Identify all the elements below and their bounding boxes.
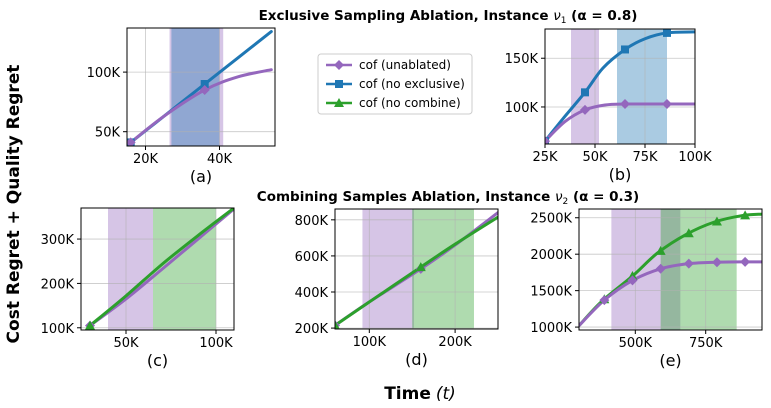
y-tick-label: 300K — [41, 233, 75, 248]
band-b-0 — [571, 29, 599, 144]
legend-frame — [317, 53, 473, 115]
x-tick-label: 25K — [532, 150, 558, 165]
y-tick-label: 100K — [87, 66, 121, 81]
subplot-label-e: (e) — [659, 351, 681, 370]
point-square — [200, 80, 209, 89]
point-triangle — [415, 262, 426, 272]
subplot-label-a: (a) — [190, 167, 212, 186]
band-e-0 — [611, 209, 681, 330]
point-square — [663, 29, 671, 37]
plot-area — [545, 29, 695, 144]
legend-entry-unablated: cof (unablated) — [326, 58, 451, 72]
y-tick-label: 400K — [295, 286, 329, 301]
subplot-b: 25K 50K 75K 100K 100K 150K (b) — [505, 28, 712, 184]
row-title-1: Exclusive Sampling Ablation, Instance ν1… — [259, 8, 638, 26]
point-diamond — [740, 256, 751, 267]
point-triangle — [655, 245, 666, 255]
axes-frame — [544, 28, 696, 145]
point-diamond — [655, 263, 666, 274]
subplot-c: 50K 100K 100K 200K 300K (c) — [41, 207, 235, 370]
y-tick-label: 50K — [95, 126, 121, 141]
plot-content — [545, 29, 695, 144]
x-tick-label: 50K — [582, 150, 608, 165]
point-triangle — [85, 320, 95, 330]
y-tick-label: 2500K — [530, 212, 572, 227]
point-square — [581, 88, 589, 97]
point-diamond — [683, 258, 694, 269]
y-tick-label: 800K — [295, 214, 329, 229]
y-tick-label: 1500K — [530, 285, 572, 300]
legend-entry-no-exclusive: cof (no exclusive) — [326, 77, 465, 91]
subplot-a: 20K 40K 50K 100K (a) — [87, 27, 276, 186]
figure-ylabel: Cost Regret + Quality Regret — [4, 65, 24, 344]
point-diamond — [711, 257, 722, 268]
legend-label-no-exclusive: cof (no exclusive) — [359, 77, 465, 91]
x-tick-label: 20K — [133, 152, 159, 167]
x-tick-label: 100K — [678, 150, 712, 165]
y-tick-label: 150K — [505, 52, 539, 67]
x-tick-label: 100K — [353, 335, 387, 350]
diamond-marker-icon — [334, 60, 344, 70]
plot-content — [81, 208, 234, 330]
x-tick-label: 40K — [207, 152, 233, 167]
axes-frame — [578, 208, 763, 331]
axes-frame — [334, 208, 499, 330]
y-tick-label: 600K — [295, 250, 329, 265]
plot-content — [127, 28, 275, 146]
band-c-0 — [108, 208, 153, 330]
point-diamond — [662, 99, 672, 110]
point-triangle — [335, 320, 340, 329]
point-triangle — [740, 210, 751, 220]
axes-layer: 20K 40K 50K 100K (a) 25K 50K 75K 100K 100K 150K (b)… — [41, 27, 763, 370]
legend: cof (unablated) cof (no exclusive) cof (… — [317, 53, 473, 115]
point-diamond — [199, 84, 210, 95]
plot-area — [579, 209, 762, 330]
plot-content — [579, 209, 762, 330]
axes-frame — [126, 27, 276, 147]
point-square — [621, 45, 629, 54]
series-line-diamond — [88, 208, 234, 328]
y-tick-label: 200K — [295, 322, 329, 337]
x-tick-label: 75K — [632, 150, 658, 165]
point-diamond — [580, 104, 590, 115]
x-tick-label: 750K — [689, 336, 723, 351]
square-marker-icon — [335, 80, 343, 88]
point-triangle — [711, 216, 722, 226]
y-tick-label: 100K — [505, 101, 539, 116]
x-tick-label: 100K — [199, 336, 233, 351]
point-triangle — [683, 228, 694, 238]
x-tick-label: 200K — [438, 335, 472, 350]
y-tick-label: 200K — [41, 277, 75, 292]
legend-label-no-combine: cof (no combine) — [359, 96, 461, 110]
band-d-0 — [362, 209, 414, 329]
legend-entry-no-combine: cof (no combine) — [326, 96, 461, 110]
point-diamond — [627, 275, 638, 286]
row-title-2: Combining Samples Ablation, Instance ν2 … — [257, 189, 639, 207]
plot-content — [335, 209, 498, 329]
subplot-label-c: (c) — [147, 351, 168, 370]
subplot-d: 100K 200K 200K 400K 600K 800K (d) — [295, 208, 499, 369]
x-tick-label: 50K — [113, 336, 139, 351]
point-diamond — [545, 136, 550, 144]
y-tick-label: 100K — [41, 322, 75, 337]
subplot-label-d: (d) — [405, 350, 428, 369]
figure-xlabel: Time (t) — [384, 384, 456, 404]
y-tick-label: 2000K — [530, 248, 572, 263]
point-diamond — [599, 295, 610, 306]
series-line-triangle — [88, 208, 234, 328]
subplot-label-b: (b) — [609, 165, 632, 184]
point-diamond — [620, 99, 630, 110]
point-diamond — [127, 137, 136, 146]
subplot-e: 500K 750K 1000K 1500K 2000K 2500K (e) — [530, 208, 763, 370]
axes-frame — [80, 207, 235, 331]
y-tick-label: 1000K — [530, 321, 572, 336]
x-tick-label: 500K — [619, 336, 653, 351]
triangle-marker-icon — [334, 98, 344, 107]
legend-label-unablated: cof (unablated) — [359, 58, 451, 72]
